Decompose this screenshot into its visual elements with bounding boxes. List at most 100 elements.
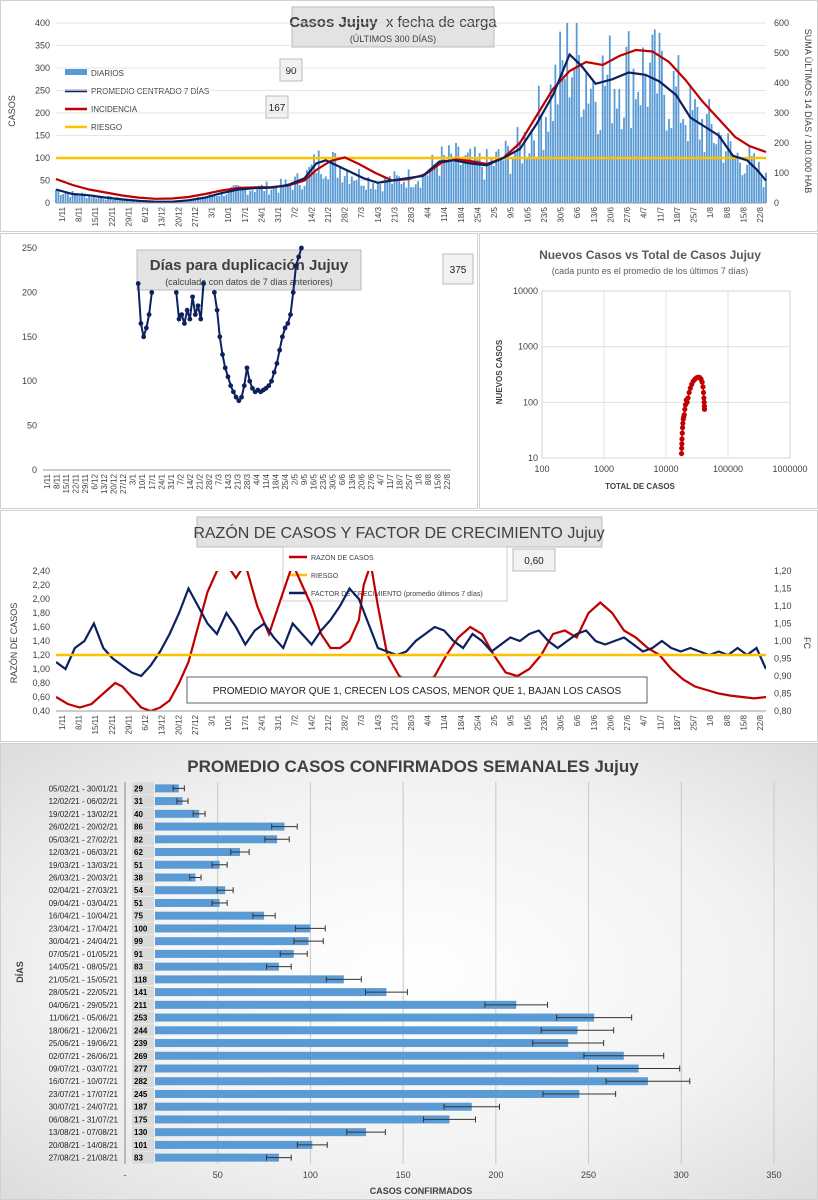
- bar-diarios: [334, 152, 337, 203]
- bar-diarios: [660, 50, 663, 203]
- bar-diarios: [208, 194, 211, 203]
- value-label: 239: [134, 1039, 148, 1048]
- y-tick-label: 10: [528, 453, 538, 463]
- bar-diarios: [516, 127, 519, 203]
- legend-label: RAZÓN DE CASOS: [311, 553, 374, 562]
- bar-diarios: [445, 160, 448, 203]
- bar-diarios: [663, 94, 666, 203]
- x-tick-label: 23/5: [540, 714, 549, 730]
- bar-diarios: [313, 154, 315, 203]
- bar-diarios: [190, 200, 192, 203]
- category-label: 23/04/21 - 17/04/21: [49, 924, 119, 933]
- bar-diarios: [452, 161, 455, 203]
- bar-diarios: [405, 187, 408, 203]
- x-tick-label: 21/2: [195, 473, 204, 489]
- x-tick-label: 15/11: [91, 714, 100, 734]
- bar-diarios: [126, 199, 128, 203]
- bar-diarios: [601, 55, 604, 203]
- x-tick-label: 50: [213, 1170, 223, 1180]
- x-tick-label: 15/8: [739, 206, 748, 222]
- scatter-point: [701, 399, 707, 405]
- x-tick-label: -: [124, 1170, 127, 1180]
- scatter-point: [682, 406, 688, 412]
- bar-diarios: [623, 117, 625, 203]
- x-tick-label: 350: [766, 1170, 781, 1180]
- bar-diarios: [253, 191, 256, 203]
- bar-diarios: [332, 151, 334, 203]
- bar-diarios: [223, 196, 225, 203]
- bar-diarios: [109, 196, 112, 203]
- x-tick-label: 21/3: [390, 714, 399, 730]
- y-axis-label: NUEVOS CASOS: [495, 339, 504, 404]
- bar-diarios: [682, 119, 685, 203]
- category-label: 27/08/21 - 21/08/21: [49, 1154, 119, 1163]
- bar-diarios: [748, 147, 751, 203]
- bar-diarios: [182, 200, 185, 203]
- x-tick-label: 31/1: [274, 206, 283, 222]
- bar-diarios: [204, 197, 206, 203]
- y-tick-label: 0,60: [32, 692, 50, 702]
- y2-axis-label: FC: [802, 637, 812, 649]
- x-tick-label: 300: [674, 1170, 689, 1180]
- bar-diarios: [85, 198, 88, 203]
- value-label: 40: [134, 810, 143, 819]
- bar-diarios: [251, 190, 254, 203]
- bar-diarios: [573, 69, 576, 203]
- bar-diarios: [329, 161, 332, 203]
- bar-diarios: [239, 186, 242, 203]
- bar-diarios: [722, 162, 725, 203]
- chart-nuevos-vs-total-svg: Nuevos Casos vs Total de Casos Jujuy (ca…: [495, 248, 808, 491]
- bar-diarios: [708, 98, 711, 203]
- x-tick-label: 13/12: [158, 714, 167, 735]
- bar-diarios: [369, 188, 372, 203]
- bar: [155, 1013, 595, 1022]
- duplicacion-point: [190, 294, 196, 300]
- x-tick-label: 7/3: [357, 714, 366, 726]
- y2-tick-label: 100: [774, 168, 789, 178]
- chart-legend: RAZÓN DE CASOS RIESGO FACTOR DE CRECIMIENT…: [282, 546, 508, 602]
- value-label: 86: [134, 823, 143, 832]
- bar-diarios: [261, 184, 263, 203]
- bar-diarios: [556, 104, 559, 203]
- note-text: PROMEDIO MAYOR QUE 1, CRECEN LOS CASOS, …: [213, 686, 622, 697]
- x-tick-label: 1/11: [43, 473, 52, 489]
- bar-diarios: [213, 195, 216, 203]
- bar-diarios: [580, 117, 583, 203]
- category-label: 02/07/21 - 26/06/21: [49, 1052, 119, 1061]
- bar-diarios: [625, 46, 628, 204]
- value-label-bg: [132, 1113, 154, 1126]
- fc-line: [56, 585, 766, 678]
- x-tick-label: 16/5: [523, 206, 532, 222]
- bar-diarios: [348, 183, 351, 203]
- x-tick-label: 25/4: [473, 714, 482, 730]
- y-tick-label: 1,60: [32, 622, 50, 632]
- bar-diarios: [687, 141, 689, 203]
- x-tick-label: 20/12: [110, 473, 119, 494]
- bar-diarios: [431, 154, 434, 203]
- scatter-point: [679, 436, 685, 442]
- bar-diarios: [483, 179, 486, 203]
- x-tick-label: 23/5: [319, 473, 328, 489]
- value-label: 83: [134, 1154, 143, 1163]
- duplicacion-point: [290, 290, 296, 295]
- duplicacion-point: [201, 281, 206, 286]
- bar-diarios: [568, 97, 571, 203]
- category-label: 21/05/21 - 15/05/21: [49, 975, 119, 984]
- bar-diarios: [485, 149, 488, 203]
- chart-legend: DIARIOS PROMEDIO CENTRADO 7 DÍAS INCIDENCI…: [65, 69, 209, 132]
- chart-title: Días para duplicación Jujuy: [150, 257, 349, 274]
- x-tick-label: 13/12: [100, 473, 109, 494]
- bar-diarios: [388, 176, 391, 203]
- bar-diarios: [145, 201, 147, 203]
- x-tick-label: 27/6: [367, 473, 376, 489]
- duplicacion-point: [296, 254, 302, 260]
- x-tick-label: 4/4: [424, 714, 433, 726]
- bar-diarios: [750, 156, 753, 203]
- bar-diarios: [731, 154, 734, 203]
- duplicacion-line: [137, 283, 153, 338]
- value-label-bg: [132, 782, 154, 795]
- x-tick-label: 10/1: [224, 714, 233, 730]
- duplicacion-point: [146, 312, 152, 317]
- x-tick-label: 30/5: [329, 473, 338, 489]
- bar: [155, 886, 226, 895]
